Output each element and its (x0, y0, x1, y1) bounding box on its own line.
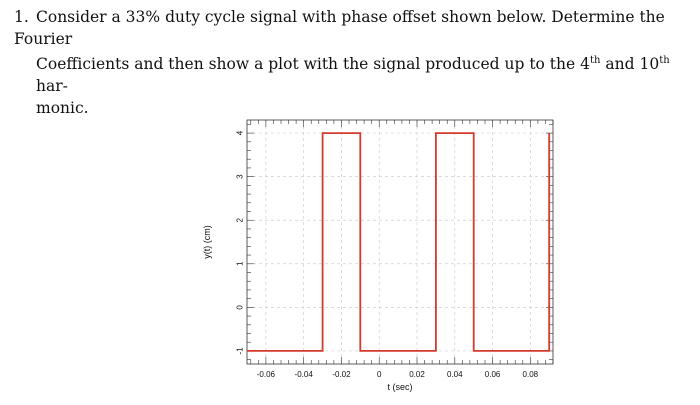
y-tick-label: 1 (236, 261, 245, 266)
y-tick-label: -1 (236, 347, 245, 355)
y-tick-label: 3 (236, 174, 245, 179)
y-tick-label: 2 (236, 217, 245, 222)
problem-statement: 1. Consider a 33% duty cycle signal with … (14, 6, 686, 119)
problem-text-line-3: monic. (36, 99, 89, 118)
y-tick-label: 4 (236, 130, 245, 135)
problem-text-line-2a: Coefficients and then show a plot with t… (36, 55, 590, 74)
x-tick-label: -0.02 (332, 370, 351, 379)
plot-frame (246, 119, 554, 365)
problem-line-3: monic. (14, 97, 686, 119)
y-tick-label: 0 (236, 305, 245, 310)
x-tick-label: 0.04 (447, 370, 463, 379)
superscript-th-2: th (659, 55, 670, 66)
signal-line (247, 132, 551, 352)
x-tick-label: -0.04 (295, 370, 314, 379)
x-tick-label: 0.06 (485, 370, 501, 379)
problem-text-line-1: Consider a 33% duty cycle signal with ph… (14, 8, 665, 48)
superscript-th-1: th (589, 55, 601, 66)
y-axis-title: y(t) (cm) (202, 225, 212, 259)
problem-text-line-2c: har- (36, 77, 68, 96)
x-tick-label: 0.08 (523, 370, 539, 379)
problem-line-2: Coefficients and then show a plot with t… (14, 50, 686, 97)
x-tick-label: -0.06 (257, 370, 276, 379)
problem-line-1: 1. Consider a 33% duty cycle signal with … (14, 6, 686, 50)
square-wave-plot: -0.06 -0.04 -0.02 0 0.02 0.04 0.06 0.08 -1 0 1 2 3 4 t… (202, 119, 554, 392)
x-tick-label: 0.02 (409, 370, 425, 379)
x-axis-title: t (sec) (387, 382, 412, 392)
plot-area (247, 120, 553, 364)
problem-number: 1. (14, 8, 29, 26)
problem-text-line-2b: and 10 (600, 55, 660, 74)
x-tick-label: 0 (377, 370, 382, 379)
